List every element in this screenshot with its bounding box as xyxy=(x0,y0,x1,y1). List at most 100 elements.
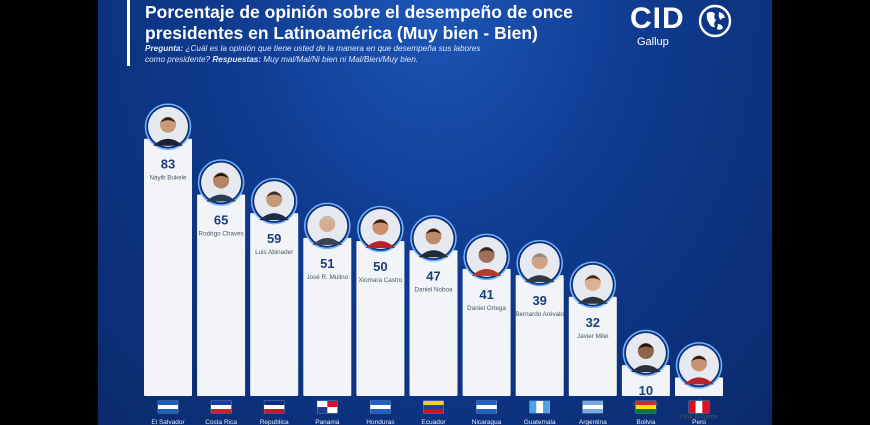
flag-icon-4 xyxy=(370,400,391,414)
country-label-7: Guatemala xyxy=(524,419,556,425)
logo-sub: Gallup xyxy=(637,36,669,48)
avatar-shirt-3 xyxy=(312,237,343,245)
value-label-3: 51 xyxy=(320,256,334,271)
bar-group-6: 41 Daniel Ortega Nicaragua xyxy=(462,233,511,425)
country-label-10: Perú xyxy=(692,419,706,425)
country-label-2: Republica xyxy=(260,419,289,425)
country-label-1: Costa Rica xyxy=(205,419,237,425)
flag-stripe-1-0 xyxy=(211,401,232,405)
bar-group-7: 39 Bernardo Arévalo Guatemala xyxy=(515,239,565,425)
avatar-4 xyxy=(357,205,404,253)
flag-stripe-5-1 xyxy=(423,405,444,409)
flag-stripe-0-0 xyxy=(158,401,178,405)
flag-stripe-6-2 xyxy=(476,409,497,413)
flag-icon-10 xyxy=(688,400,710,414)
question-body: ¿Cuál es la opinión que tiene usted de l… xyxy=(183,44,481,53)
flag-stripe-7-1 xyxy=(536,401,544,413)
avatar-shirt-6 xyxy=(471,268,502,276)
bar-group-2: 59 Luis Abinader Republica xyxy=(250,177,299,425)
chart-title: Porcentaje de opinión sobre el desempeño… xyxy=(145,2,615,44)
question-label: Pregunta: xyxy=(145,44,184,53)
flag-stripe-10-1 xyxy=(695,401,703,413)
flag-icon-2 xyxy=(263,400,285,414)
value-label-6: 41 xyxy=(479,287,493,302)
avatar-hair-2 xyxy=(266,191,283,198)
country-label-6: Nicaragua xyxy=(472,419,502,425)
avatar-hair-0 xyxy=(160,117,176,123)
flag-icon-0 xyxy=(157,400,179,414)
flag-icon-6 xyxy=(476,400,497,414)
name-label-6: Daniel Ortega xyxy=(467,305,506,312)
title-accent-bar xyxy=(127,0,130,66)
country-label-4: Honduras xyxy=(366,419,395,425)
avatar-5 xyxy=(410,215,457,262)
flag-stripe-8-0 xyxy=(582,401,603,405)
avatar-hair-10 xyxy=(691,355,707,362)
value-label-0: 83 xyxy=(161,157,175,172)
flag-stripe-5-0 xyxy=(423,401,444,405)
flag-stripe-2-2 xyxy=(264,409,285,413)
flag-stripe-6-1 xyxy=(476,405,497,409)
question-body-line-2: como presidente? xyxy=(145,54,213,64)
country-label-3: Panamá xyxy=(315,419,340,425)
flag-stripe-4-1 xyxy=(370,405,391,409)
name-label-4: Xiomara Castro xyxy=(359,277,403,284)
question-text: Pregunta: ¿Cuál es la opinión que tiene … xyxy=(145,44,615,65)
flag-stripe-8-1 xyxy=(582,405,603,409)
answers-body: Muy mal/Mal/Ni bien ni Mal/Bien/Muy bien… xyxy=(261,54,419,64)
avatar-shirt-1 xyxy=(206,194,237,202)
avatar-hair-8 xyxy=(584,275,601,281)
name-label-10: Dina Boluarte xyxy=(680,413,719,420)
avatar-0 xyxy=(144,103,192,150)
avatar-1 xyxy=(197,159,245,206)
bar-group-5: 47 Daniel Noboa Ecuador xyxy=(409,215,458,425)
flag-stripe-9-2 xyxy=(635,409,656,413)
bar-group-8: 32 Javier Milei Argentina xyxy=(568,261,617,425)
avatar-hair-5 xyxy=(425,228,442,235)
bar-group-9: 10Luis ArceBolivia xyxy=(621,329,670,425)
avatar-shirt-0 xyxy=(153,138,183,146)
flag-stripe-2-1 xyxy=(264,405,285,409)
flag-stripe-9-0 xyxy=(635,401,656,405)
avatar-6 xyxy=(463,233,510,281)
bar-8 xyxy=(568,296,617,396)
bar-group-0: 83 Nayib Bukele El Salvador xyxy=(144,103,192,425)
value-label-5: 47 xyxy=(426,268,440,283)
name-label-5: Daniel Noboa xyxy=(414,286,453,293)
avatar-shirt-8 xyxy=(577,296,608,304)
flag-stripe-7-2 xyxy=(543,401,550,413)
bar-6 xyxy=(462,268,511,396)
avatar-shirt-10 xyxy=(684,377,714,385)
avatar-shirt-9 xyxy=(630,365,661,372)
globe-icon xyxy=(698,4,732,38)
name-label-8: Javier Milei xyxy=(577,333,609,340)
bar-5 xyxy=(409,250,458,396)
flag-stripe-1-1 xyxy=(211,405,232,409)
name-label-0: Nayib Bukele xyxy=(149,175,187,182)
flag-stripe-4-0 xyxy=(370,401,391,405)
value-label-4: 50 xyxy=(373,259,387,274)
flag-stripe-7-0 xyxy=(529,401,537,413)
title-line-2: presidentes en Latinoamérica (Muy bien -… xyxy=(145,23,538,43)
flag-stripe-0-2 xyxy=(158,409,178,413)
flag-stripe-5-2 xyxy=(423,409,444,413)
flag-stripe-2-0 xyxy=(264,401,285,405)
bar-group-1: 65 Rodrigo Chaves Costa Rica xyxy=(197,159,246,425)
bar-7 xyxy=(515,275,564,396)
bar-3 xyxy=(303,237,352,396)
avatar-hair-9 xyxy=(637,343,654,349)
value-label-7: 39 xyxy=(532,293,546,308)
bar-0 xyxy=(144,138,192,396)
flag-icon-1 xyxy=(210,400,232,414)
bar-group-4: 50 Xiomara Castro Honduras xyxy=(356,205,405,425)
flag-stripe-6-0 xyxy=(476,401,497,405)
flag-stripe-0-1 xyxy=(158,405,178,409)
title-line-1: Porcentaje de opinión sobre el desempeño… xyxy=(145,2,573,22)
value-label-8: 32 xyxy=(586,315,600,330)
flag-stripe-3-1 xyxy=(317,407,328,413)
bar-4 xyxy=(356,241,405,396)
value-label-9: 10 xyxy=(639,383,653,398)
avatar-7 xyxy=(516,239,563,287)
country-label-5: Ecuador xyxy=(421,419,446,425)
